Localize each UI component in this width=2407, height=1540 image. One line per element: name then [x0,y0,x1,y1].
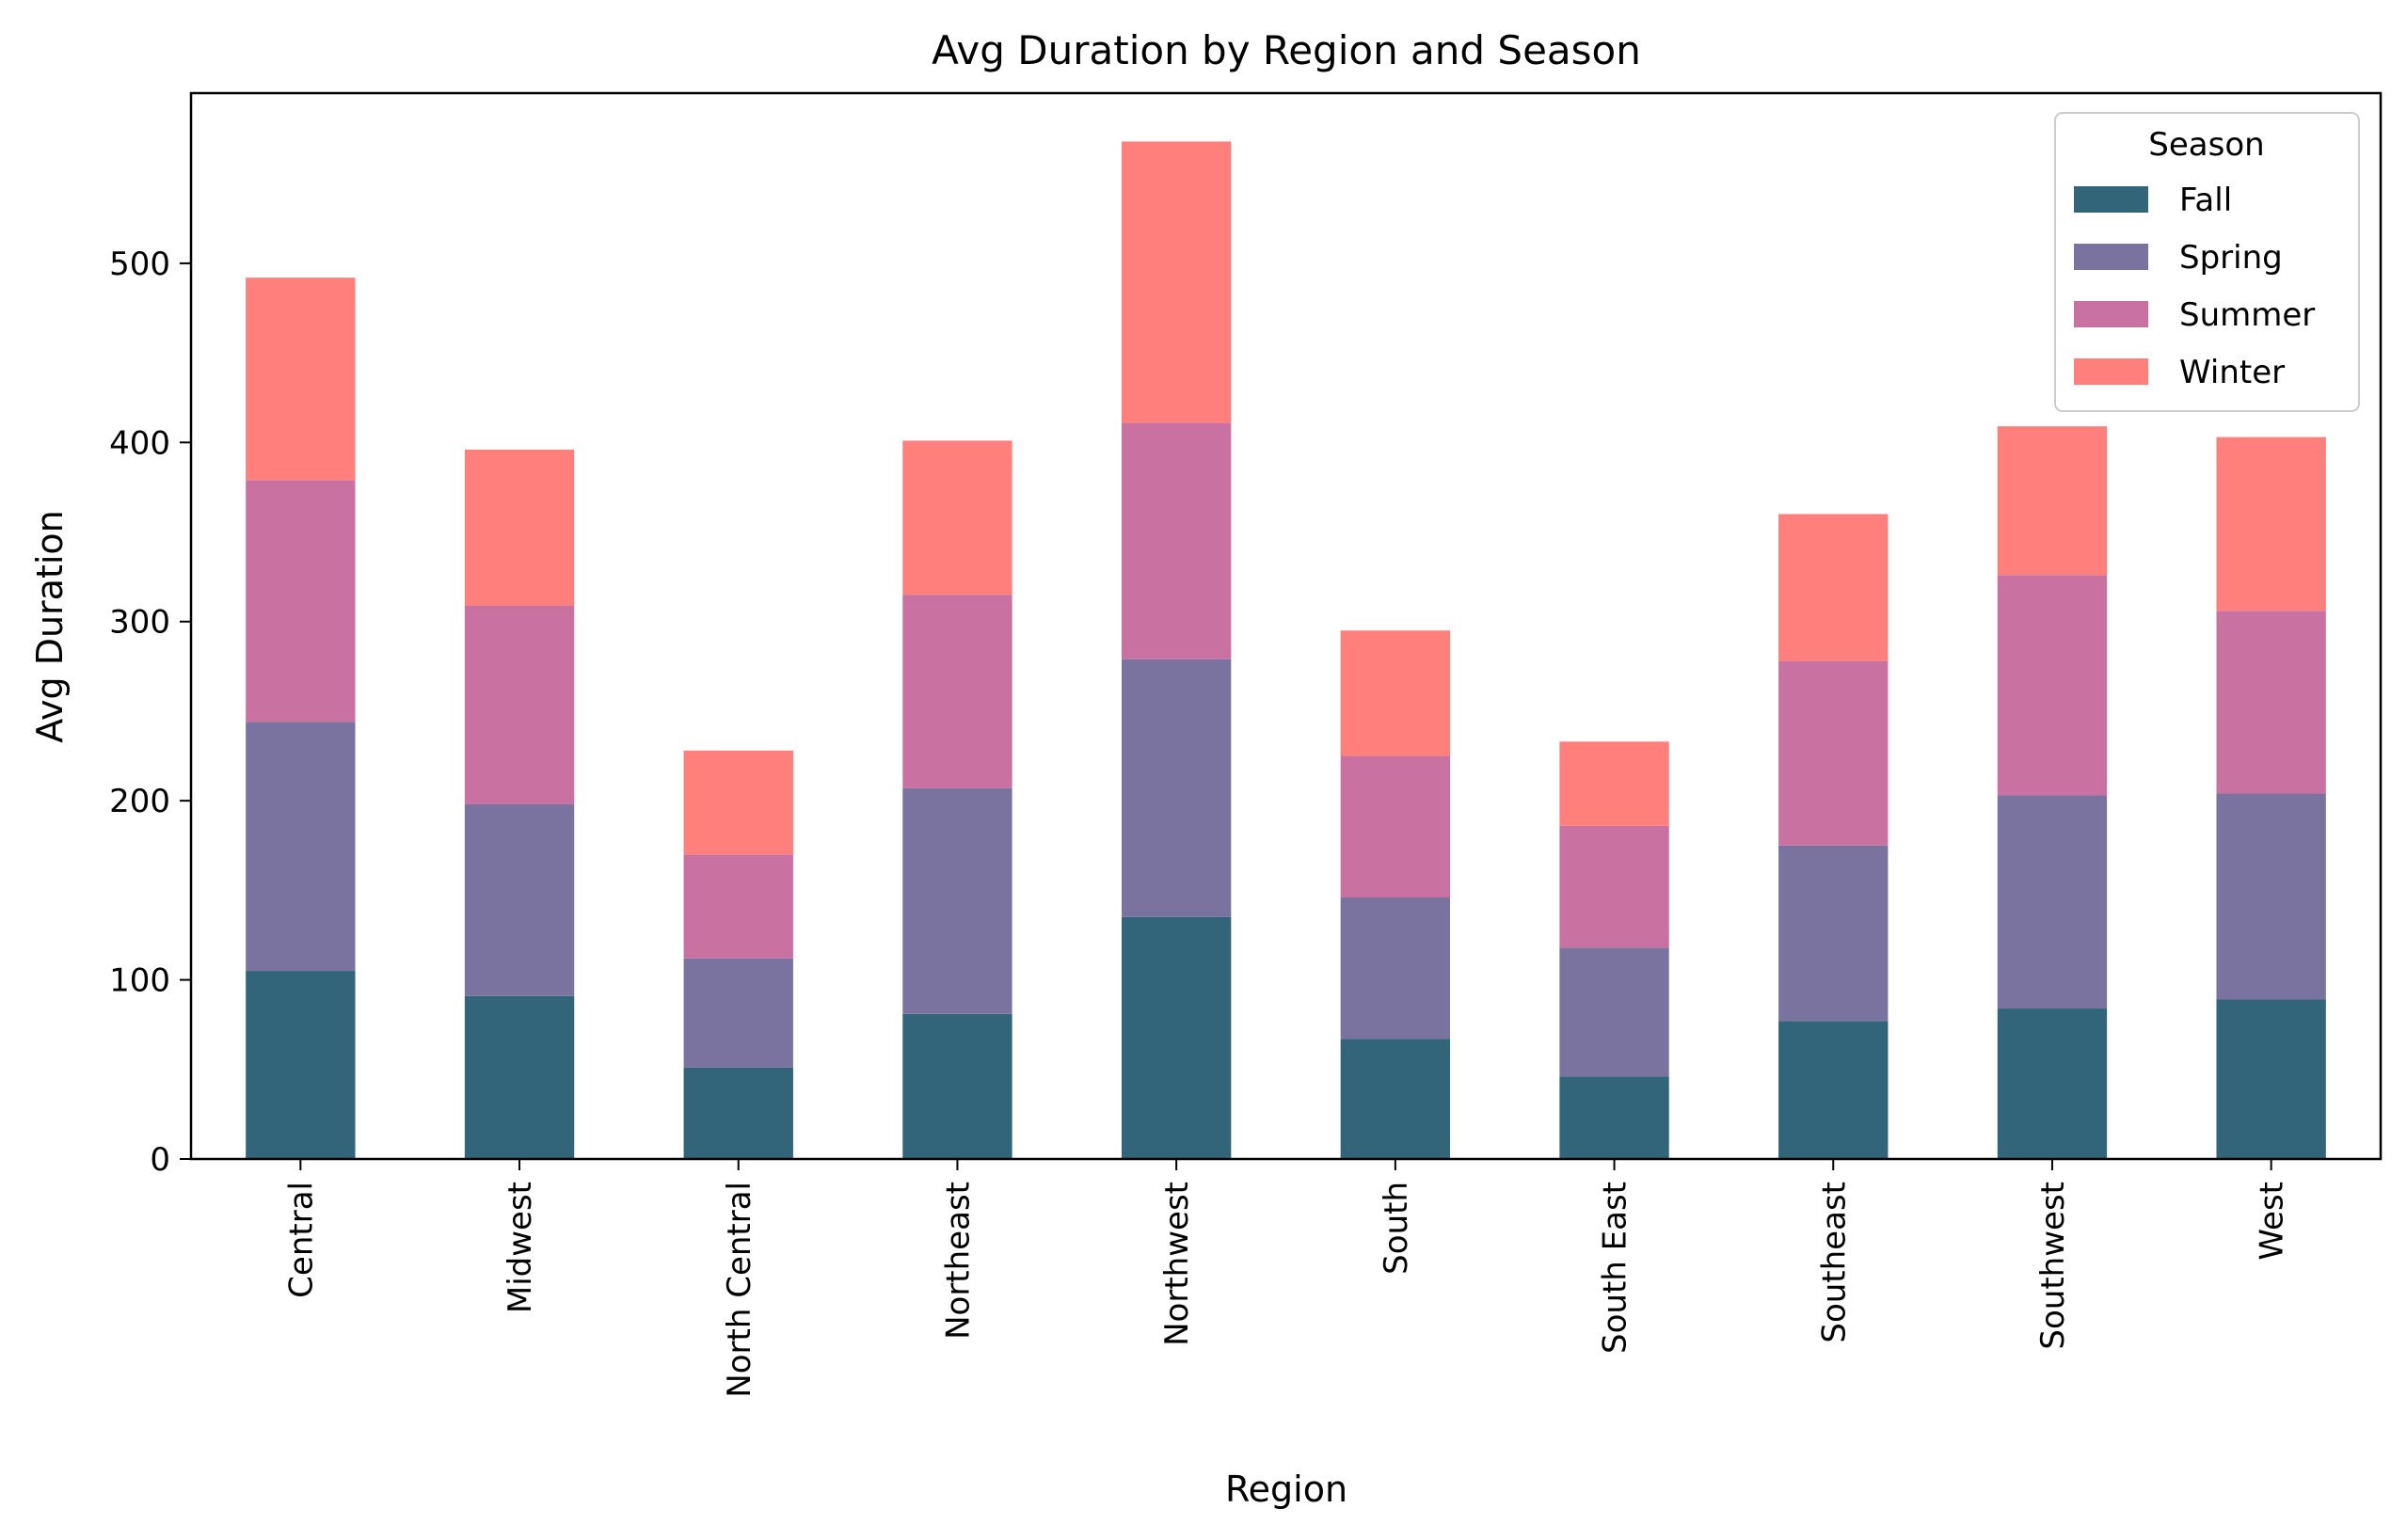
y-tick-label: 300 [109,604,170,642]
bar-central-winter [246,278,356,481]
bar-south-east-spring [1559,947,1669,1077]
x-tick-label: Southwest [2034,1182,2072,1350]
legend-swatch-fall [2074,186,2148,213]
bar-south-summer [1340,755,1451,897]
x-tick-label: South East [1597,1182,1634,1354]
x-tick-label: North Central [721,1182,758,1398]
bar-west-fall [2216,999,2326,1159]
bar-northwest-fall [1121,916,1232,1159]
bar-west-spring [2216,793,2326,1000]
bar-north-central-winter [683,750,793,855]
bar-southeast-summer [1778,660,1889,846]
x-tick-label: Midwest [502,1182,539,1313]
bar-midwest-winter [464,449,575,606]
bar-northeast-spring [902,787,1012,1014]
chart-title: Avg Duration by Region and Season [932,27,1641,73]
x-tick-label: Northwest [1158,1182,1196,1346]
bar-west-winter [2216,437,2326,611]
bar-southwest-spring [1997,795,2108,1009]
bar-southeast-winter [1778,514,1889,661]
x-axis-label: Region [1225,1469,1347,1510]
bar-northwest-winter [1121,141,1232,423]
bar-south-east-winter [1559,741,1669,826]
x-tick-label: Southeast [1815,1182,1853,1343]
plot-frame [189,91,2383,1161]
legend-swatch-spring [2074,244,2148,270]
legend: Season Fall Spring Summer Winter [2054,112,2360,412]
bar-midwest-summer [464,605,575,804]
bar-south-fall [1340,1039,1451,1159]
bar-southeast-fall [1778,1021,1889,1159]
bar-central-fall [246,971,356,1159]
bar-north-central-summer [683,854,793,959]
legend-swatch-winter [2074,358,2148,385]
legend-swatch-summer [2074,301,2148,327]
bar-central-spring [246,722,356,972]
y-tick-label: 100 [109,962,170,1000]
bar-northeast-summer [902,595,1012,788]
x-tick-label: Northeast [939,1182,977,1340]
bar-southwest-winter [1997,426,2108,576]
x-tick-label: Central [282,1182,320,1298]
bar-west-summer [2216,611,2326,794]
legend-label-spring: Spring [2179,239,2283,277]
legend-label-summer: Summer [2179,296,2315,334]
bars-layer [246,141,2326,1159]
bar-central-summer [246,480,356,722]
bar-south-winter [1340,630,1451,756]
legend-title: Season [2148,126,2264,164]
x-axis: Central Midwest North Central Northeast Nort… [282,1159,2291,1398]
legend-label-winter: Winter [2179,354,2285,391]
y-axis: 0 100 200 300 400 500 [109,246,191,1179]
bar-northwest-summer [1121,422,1232,659]
bar-southwest-summer [1997,575,2108,796]
y-tick-label: 400 [109,424,170,462]
legend-items: Fall Spring Summer Winter [2074,182,2315,391]
bar-south-east-fall [1559,1076,1669,1159]
x-tick-label: West [2254,1182,2291,1261]
bar-southwest-fall [1997,1008,2108,1159]
bar-north-central-spring [683,958,793,1068]
bar-south-east-summer [1559,825,1669,948]
bar-midwest-fall [464,995,575,1159]
y-tick-label: 500 [109,246,170,283]
x-tick-label: South [1378,1182,1415,1275]
bar-northeast-fall [902,1013,1012,1159]
y-axis-label: Avg Duration [29,510,71,743]
bar-northeast-winter [902,440,1012,595]
bar-southeast-spring [1778,845,1889,1022]
y-tick-label: 0 [150,1141,170,1179]
y-tick-label: 200 [109,783,170,820]
bar-northwest-spring [1121,659,1232,917]
bar-north-central-fall [683,1067,793,1159]
bar-south-spring [1340,897,1451,1040]
bar-midwest-spring [464,803,575,996]
legend-label-fall: Fall [2179,182,2232,219]
